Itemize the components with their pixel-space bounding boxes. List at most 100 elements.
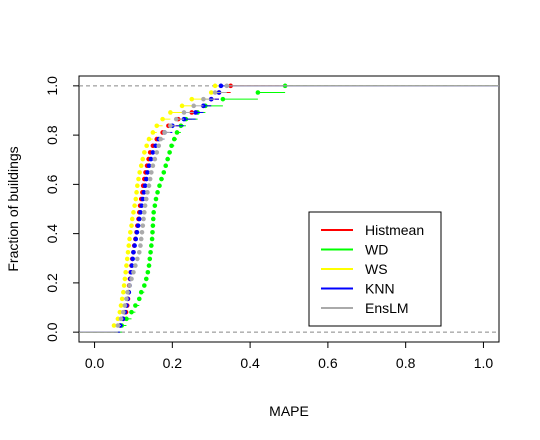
ecdf-point [115,323,121,328]
ecdf-point [122,276,128,282]
ecdf-point [255,90,261,95]
ecdf-point [152,203,158,208]
ecdf-point [152,156,158,162]
ecdf-point [160,116,165,122]
ecdf-point [159,176,164,182]
y-tick-label: 1.0 [44,76,60,96]
ecdf-point [181,110,187,115]
ecdf-point [220,96,226,102]
ecdf-point [154,150,160,155]
ecdf-point [212,83,218,89]
y-axis: 0.0 0.2 0.4 0.6 0.8 1.0 [44,76,80,342]
ecdf-point [121,309,126,315]
x-axis: 0.0 0.2 0.4 0.6 0.8 1.0 [85,341,493,371]
ecdf-point [146,136,152,142]
ecdf-point [111,323,117,328]
ecdf-point [147,176,153,182]
ecdf-point [145,190,150,195]
ecdf-point [124,296,129,302]
ecdf-point [126,243,132,248]
ecdf-point [142,210,147,215]
ecdf-point [150,130,156,135]
ecdf-point [130,256,135,262]
ecdf-point [132,243,137,248]
ecdf-point [142,283,147,288]
ecdf-point [133,196,139,202]
ecdf-point [135,256,140,262]
ecdf-point [136,176,141,182]
ecdf-point [124,263,129,268]
ecdf-point [136,216,142,222]
ecdf-point [131,249,136,255]
legend-label: KNN [365,281,395,297]
ecdf-point [191,103,197,109]
ecdf-point [150,223,156,228]
ecdf-point [127,236,132,242]
legend-label: WD [365,242,388,258]
ecdf-point [173,116,179,122]
ecdf-point [136,249,142,255]
ecdf-point [138,163,144,169]
ecdf-point [141,216,146,222]
ecdf-point [168,110,173,115]
ecdf-point [121,289,126,295]
ecdf-point [133,263,138,268]
ecdf-point [138,243,143,248]
legend-label: Histmean [365,222,424,238]
ecdf-point [133,236,139,242]
ecdf-point [131,269,136,275]
ecdf-point [171,136,177,142]
ecdf-point [135,223,141,228]
ecdf-point [140,196,146,202]
ecdf-point [142,150,147,155]
ecdf-point [150,229,155,235]
ecdf-point [169,143,174,149]
ecdf-point [148,249,153,255]
ecdf-point [129,309,134,315]
ecdf-point [167,150,172,155]
ecdf-point [124,256,130,262]
ecdf-point [127,283,132,288]
ecdf-point [163,163,169,169]
ecdf-point [148,156,154,162]
ecdf-point [129,276,134,282]
ecdf-point [134,229,140,235]
ecdf-point [157,183,162,189]
y-tick-label: 0.6 [44,174,60,194]
ecdf-point [137,170,142,175]
legend: Histmean WD WS KNN EnsLM [308,211,442,327]
ecdf-point [138,210,143,215]
ecdf-point [122,303,128,308]
y-tick-label: 0.4 [44,224,60,244]
ecdf-point [118,303,124,308]
ecdf-point [129,216,135,222]
ecdf-point [140,156,146,162]
ecdf-point [161,170,167,175]
ecdf-point [193,110,198,115]
ecdf-point [131,210,136,215]
x-tick-label: 0.4 [240,355,260,371]
ecdf-point [143,196,149,202]
ecdf-point [179,103,185,109]
ecdf-point [129,223,134,228]
series-ws [79,83,499,333]
ecdf-point [135,183,140,189]
ecdf-point [121,283,127,288]
ecdf-point [150,163,156,169]
ecdf-point [128,229,133,235]
ecdf-point [212,90,218,95]
ecdf-point [123,269,128,275]
ecdf-point [168,123,173,129]
y-tick-label: 0.2 [44,273,60,293]
ecdf-point [140,223,146,228]
ecdf-point [145,269,151,275]
ecdf-point [156,143,162,149]
ecdf-point [189,96,195,102]
ecdf-point [125,289,130,295]
series-group [79,83,499,333]
ecdf-point [155,190,160,195]
ecdf-point [117,309,123,315]
x-tick-label: 0.0 [85,355,105,371]
series-enslm [79,83,499,333]
